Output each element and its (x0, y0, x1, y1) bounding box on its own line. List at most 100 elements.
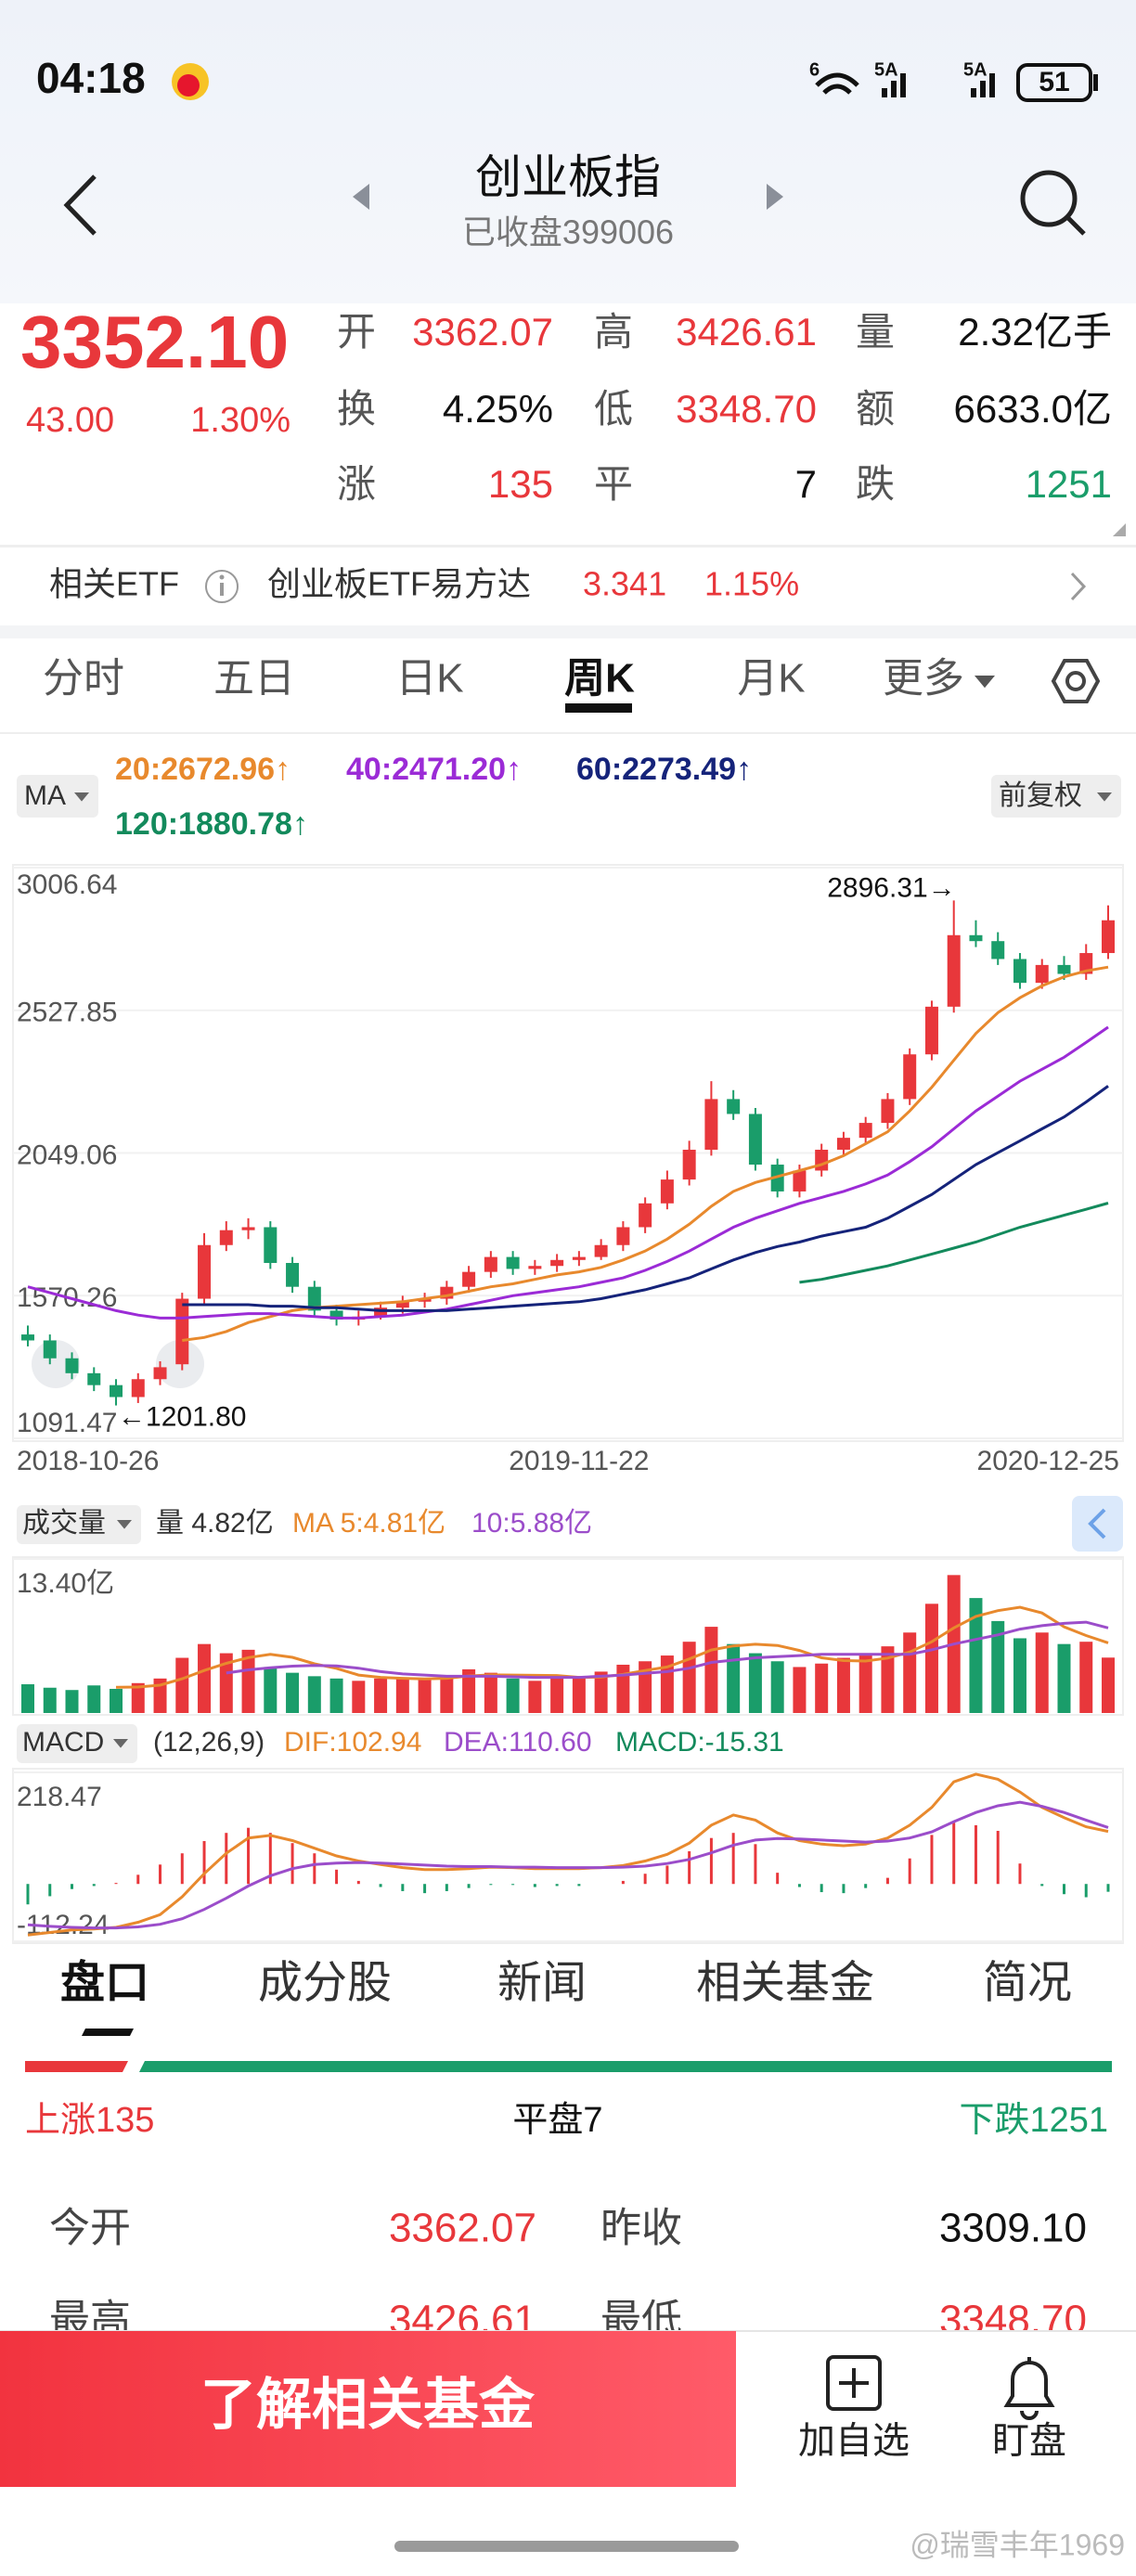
volume-bar (65, 1690, 79, 1713)
bell-icon[interactable] (1003, 2361, 1055, 2420)
volume-bar (594, 1671, 608, 1713)
battery-level: 51 (1039, 67, 1069, 97)
macd-legend: DIF:102.94 (284, 1727, 421, 1758)
signal-icon (980, 81, 986, 97)
table-label: 昨收 (600, 2206, 682, 2251)
candle-body (506, 1256, 520, 1269)
detail-tab[interactable]: 成分股 (258, 1959, 392, 2008)
ma-legend: 20:2672.96↑ (115, 752, 290, 787)
etf-chevron[interactable] (1070, 572, 1087, 601)
volume-bar (110, 1688, 123, 1713)
watch-market[interactable]: 盯盘 (992, 2421, 1066, 2462)
volume-button[interactable] (17, 1505, 141, 1544)
prev-index[interactable] (353, 184, 369, 210)
x-tick-label: 2020-12-25 (977, 1446, 1119, 1476)
candle-body (219, 1230, 233, 1245)
volume-bar (241, 1649, 255, 1713)
watermark: @瑞雪丰年1969 (910, 2528, 1125, 2561)
adjust-button[interactable] (991, 775, 1121, 818)
volume-bar (748, 1653, 762, 1713)
breadth-down-bar (139, 2061, 1112, 2072)
candle-body (858, 1123, 872, 1139)
bottom-tab-indicator (82, 2029, 134, 2036)
settings-button[interactable] (1051, 659, 1101, 703)
page-title: 创业板指 (475, 151, 661, 203)
breadth-up-bar (25, 2061, 128, 2072)
candle-body (43, 1340, 57, 1359)
expand-corner[interactable] (1113, 523, 1126, 536)
stat-label: 平 (594, 462, 633, 506)
info-icon-bar (220, 583, 224, 596)
stat-label: 高 (594, 310, 633, 354)
etf-label[interactable]: 相关ETF (49, 565, 179, 603)
period-tab[interactable]: 更多 (883, 656, 964, 702)
volume-bar (1035, 1632, 1049, 1713)
candle-body (264, 1227, 278, 1264)
fund-button-label[interactable]: 了解相关基金 (200, 2374, 536, 2436)
etf-price[interactable]: 3.341 (583, 565, 666, 603)
volume-bar (969, 1598, 983, 1713)
ma-button[interactable] (17, 775, 98, 818)
back-button[interactable] (63, 174, 97, 236)
detail-tab[interactable]: 新闻 (497, 1959, 587, 2008)
candle-body (87, 1372, 101, 1385)
candle-body (903, 1054, 917, 1100)
search-button[interactable] (1020, 170, 1078, 227)
signal-icon (989, 73, 995, 97)
stat-label: 跌 (856, 462, 895, 506)
table-value: 3309.10 (939, 2206, 1087, 2251)
period-tab[interactable]: 周K (564, 656, 635, 702)
dropdown-arrow (74, 792, 89, 802)
period-tab[interactable]: 五日 (213, 656, 295, 702)
detail-tab[interactable]: 简况 (983, 1959, 1072, 2008)
period-tab[interactable]: 日K (395, 656, 463, 702)
ma-line (799, 1202, 1109, 1284)
volume-ma-line (226, 1620, 1109, 1680)
volume-bar (307, 1676, 321, 1713)
period-tab[interactable]: 月K (737, 656, 805, 702)
macd-line (27, 1772, 1109, 1937)
candle-body (484, 1256, 497, 1272)
stat-label: 额 (856, 387, 895, 431)
candle-body (881, 1099, 895, 1124)
breadth-down: 下跌1251 (959, 2101, 1108, 2140)
info-icon[interactable] (205, 570, 239, 603)
volume-bar (836, 1657, 850, 1713)
candle-body (572, 1256, 586, 1260)
stat-value: 3426.61 (676, 310, 817, 354)
volume-bar (770, 1661, 784, 1713)
detail-tab[interactable]: 相关基金 (696, 1959, 874, 2008)
candle-body (594, 1244, 608, 1257)
volume-bar (903, 1632, 917, 1713)
macd-button[interactable] (17, 1724, 137, 1763)
etf-pct[interactable]: 1.15% (704, 565, 799, 603)
candle-body (991, 941, 1005, 960)
stat-label: 开 (337, 310, 376, 354)
fund-button[interactable] (0, 2331, 736, 2487)
next-index[interactable] (767, 184, 783, 210)
weibo-icon-inner (177, 74, 200, 97)
volume-bar (528, 1681, 542, 1713)
volume-frame (12, 1556, 1124, 1716)
candle-body (639, 1203, 652, 1228)
period-tab[interactable]: 分时 (43, 656, 124, 702)
last-price: 3352.10 (20, 301, 289, 383)
add-icon[interactable] (826, 2355, 882, 2411)
volume-bar (572, 1678, 586, 1713)
table-value: 3362.07 (389, 2206, 536, 2251)
macd-legend: MACD:-15.31 (615, 1727, 784, 1758)
volume-bar (991, 1620, 1005, 1713)
candle-body (748, 1114, 762, 1166)
candle-body (815, 1149, 829, 1171)
candle-body (528, 1266, 542, 1269)
etf-name[interactable]: 创业板ETF易方达 (267, 565, 531, 603)
candle-body (198, 1244, 212, 1299)
collapse-tab[interactable] (1072, 1496, 1123, 1552)
stat-label: 换 (337, 387, 376, 431)
add-watchlist[interactable]: 加自选 (798, 2421, 910, 2462)
volume-bar (924, 1604, 938, 1713)
detail-tab[interactable]: 盘口 (60, 1959, 149, 2008)
divider (0, 732, 1136, 734)
volume-bar (395, 1677, 409, 1713)
